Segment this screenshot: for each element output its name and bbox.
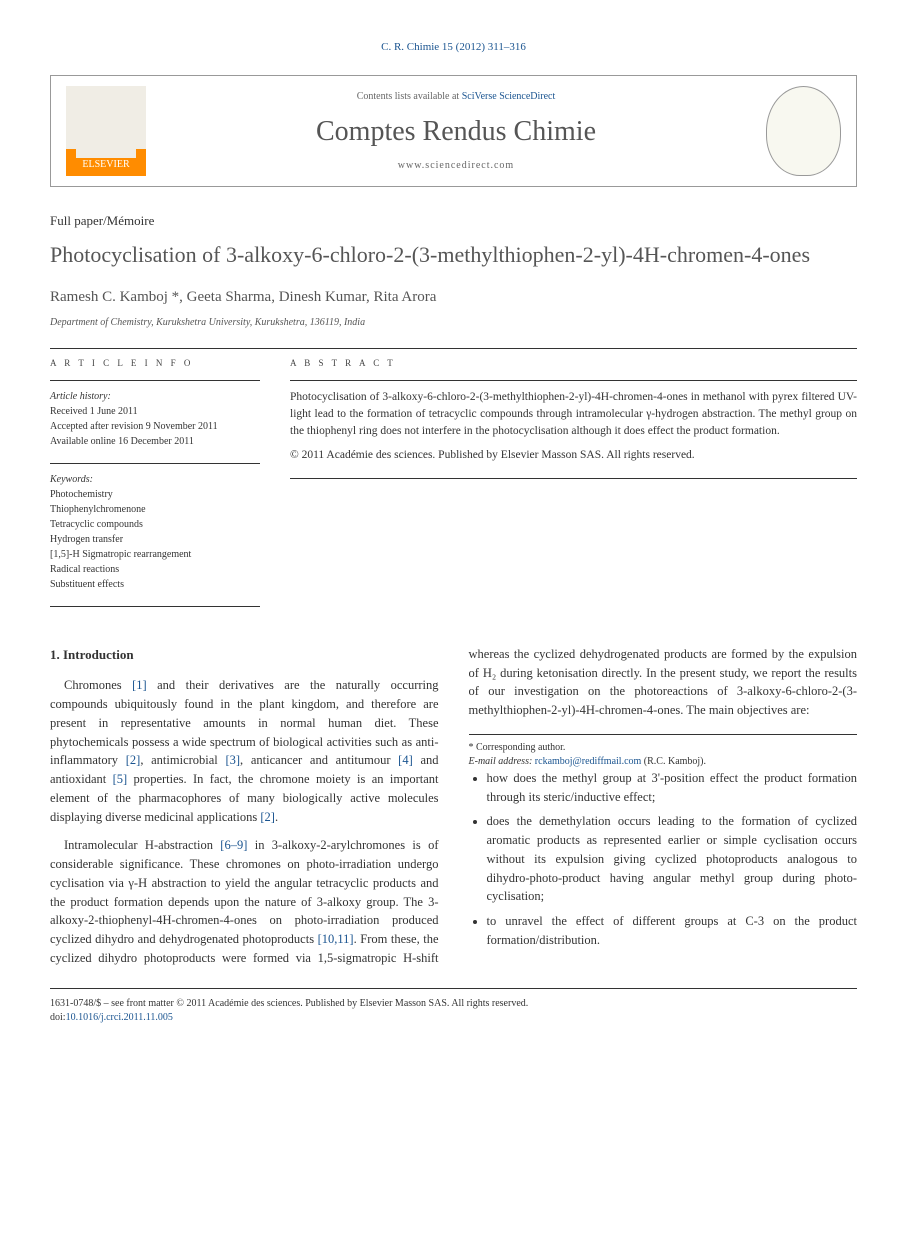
keywords-label: Keywords: <box>50 472 260 487</box>
keyword: Photochemistry <box>50 487 260 502</box>
divider <box>290 380 857 381</box>
academie-logo <box>766 86 841 176</box>
elsevier-label: ELSEVIER <box>82 158 129 172</box>
accepted-date: Accepted after revision 9 November 2011 <box>50 419 260 434</box>
affiliation: Department of Chemistry, Kurukshetra Uni… <box>50 316 857 330</box>
email-label: E-mail address: <box>469 756 535 767</box>
ref-link[interactable]: [1] <box>132 678 147 692</box>
paragraph: Chromones [1] and their derivatives are … <box>50 676 439 826</box>
abstract-copyright: © 2011 Académie des sciences. Published … <box>290 447 857 464</box>
article-title: Photocyclisation of 3-alkoxy-6-chloro-2-… <box>50 241 857 270</box>
authors-text: Ramesh C. Kamboj *, Geeta Sharma, Dinesh… <box>50 289 436 305</box>
keyword: Tetracyclic compounds <box>50 517 260 532</box>
received-date: Received 1 June 2011 <box>50 404 260 419</box>
doi-label: doi: <box>50 1012 66 1023</box>
article-info-column: A R T I C L E I N F O Article history: R… <box>50 357 260 615</box>
authors-line: Ramesh C. Kamboj *, Geeta Sharma, Dinesh… <box>50 287 857 308</box>
body-text: 1. Introduction Chromones [1] and their … <box>50 645 857 968</box>
ref-link[interactable]: [2] <box>260 810 275 824</box>
elsevier-tree-icon <box>76 103 136 158</box>
keywords-block: Keywords: Photochemistry Thiophenylchrom… <box>50 472 260 592</box>
online-date: Available online 16 December 2011 <box>50 434 260 449</box>
doi-link[interactable]: 10.1016/j.crci.2011.11.005 <box>66 1012 173 1023</box>
history-label: Article history: <box>50 389 260 404</box>
email-link[interactable]: rckamboj@rediffmail.com <box>535 756 642 767</box>
elsevier-logo: ELSEVIER <box>66 86 146 176</box>
abstract-label: A B S T R A C T <box>290 357 857 370</box>
ref-link[interactable]: [2] <box>126 753 141 767</box>
ref-link[interactable]: [5] <box>113 772 128 786</box>
divider <box>50 380 260 381</box>
front-matter-line: 1631-0748/$ – see front matter © 2011 Ac… <box>50 997 857 1011</box>
page-footer: 1631-0748/$ – see front matter © 2011 Ac… <box>50 988 857 1025</box>
section-heading: 1. Introduction <box>50 645 439 665</box>
corr-author-label: * Corresponding author. <box>469 741 858 755</box>
email-name: (R.C. Kamboj). <box>641 756 706 767</box>
contents-available-line: Contents lists available at SciVerse Sci… <box>166 90 746 104</box>
abstract-text: Photocyclisation of 3-alkoxy-6-chloro-2-… <box>290 389 857 441</box>
ref-link[interactable]: [3] <box>225 753 240 767</box>
citation-header: C. R. Chimie 15 (2012) 311–316 <box>50 40 857 55</box>
keyword: Thiophenylchromenone <box>50 502 260 517</box>
article-history: Article history: Received 1 June 2011 Ac… <box>50 389 260 449</box>
ref-link[interactable]: [4] <box>398 753 413 767</box>
divider <box>290 478 857 479</box>
ref-link[interactable]: [10,11] <box>318 932 354 946</box>
divider <box>50 348 857 349</box>
article-info-label: A R T I C L E I N F O <box>50 357 260 370</box>
keyword: Hydrogen transfer <box>50 532 260 547</box>
article-type: Full paper/Mémoire <box>50 212 857 230</box>
divider <box>50 606 260 607</box>
divider <box>50 463 260 464</box>
keyword: [1,5]-H Sigmatropic rearrangement <box>50 547 260 562</box>
abstract-column: A B S T R A C T Photocyclisation of 3-al… <box>290 357 857 615</box>
site-url[interactable]: www.sciencedirect.com <box>166 159 746 173</box>
sciencedirect-link[interactable]: SciVerse ScienceDirect <box>462 91 556 102</box>
journal-header: ELSEVIER Contents lists available at Sci… <box>50 75 857 187</box>
ref-link[interactable]: [6–9] <box>220 838 247 852</box>
keyword: Substituent effects <box>50 577 260 592</box>
journal-name: Comptes Rendus Chimie <box>166 112 746 151</box>
objectives-list: how does the methyl group at 3'-position… <box>469 769 858 950</box>
list-item: does the demethylation occurs leading to… <box>487 812 858 906</box>
keyword: Radical reactions <box>50 562 260 577</box>
contents-prefix: Contents lists available at <box>357 91 462 102</box>
corresponding-author-footnote: * Corresponding author. E-mail address: … <box>469 734 858 769</box>
list-item: to unravel the effect of different group… <box>487 912 858 950</box>
list-item: how does the methyl group at 3'-position… <box>487 769 858 807</box>
